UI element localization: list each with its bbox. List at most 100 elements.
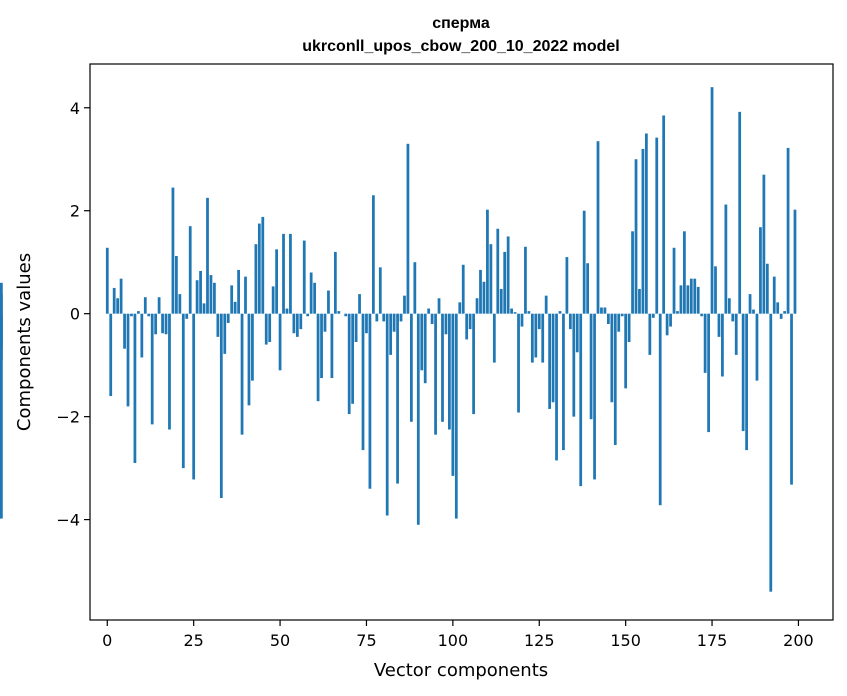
bar-76 xyxy=(368,313,372,489)
bar-169 xyxy=(689,278,693,314)
bar-25 xyxy=(192,313,196,480)
bar-24 xyxy=(188,226,192,314)
bar-109 xyxy=(482,281,486,314)
bar-67 xyxy=(337,311,341,314)
bar-125 xyxy=(537,313,541,330)
bar-147 xyxy=(613,313,617,445)
bar-91 xyxy=(420,313,424,371)
bar-167 xyxy=(683,231,686,314)
bar-3 xyxy=(116,298,120,314)
bar-63 xyxy=(323,313,327,332)
plot-frame xyxy=(89,63,834,621)
bar-139 xyxy=(586,263,590,314)
bar-102 xyxy=(458,302,462,314)
bar-58 xyxy=(306,313,310,317)
bar-116 xyxy=(506,236,510,314)
bar-48 xyxy=(271,286,275,314)
bar-110 xyxy=(486,209,489,314)
bar-66 xyxy=(333,251,337,314)
x-tick-label-125: 125 xyxy=(524,631,555,650)
bar-84 xyxy=(396,313,399,484)
bar-157 xyxy=(648,313,652,355)
bar-20 xyxy=(175,256,178,314)
bar-151 xyxy=(627,313,631,342)
bar-173 xyxy=(703,313,707,373)
bar-174 xyxy=(707,313,710,433)
bar-38 xyxy=(237,269,240,314)
bar-115 xyxy=(503,251,507,314)
bar-28 xyxy=(202,303,206,314)
bar-86 xyxy=(403,295,406,314)
bar-118 xyxy=(513,312,517,314)
bar-47 xyxy=(268,313,272,342)
bar-87 xyxy=(406,143,410,314)
bar-180 xyxy=(727,298,731,314)
bar-190 xyxy=(762,174,766,314)
bar-137 xyxy=(579,313,583,487)
bar-104 xyxy=(465,313,469,340)
bar-19 xyxy=(171,187,175,314)
bar-16 xyxy=(161,313,164,334)
y-axis-label: Components values xyxy=(14,253,35,431)
bar-50 xyxy=(278,313,282,371)
bar-131 xyxy=(558,311,562,314)
bar-141 xyxy=(593,313,596,480)
bar-79 xyxy=(378,267,382,314)
bar-21 xyxy=(178,294,182,314)
bar-49 xyxy=(275,249,278,314)
bar-108 xyxy=(479,269,482,314)
x-tick-label-50: 50 xyxy=(270,631,290,650)
bar-13 xyxy=(150,313,154,425)
bar-95 xyxy=(434,313,437,435)
x-tick-label-150: 150 xyxy=(610,631,641,650)
bar-74 xyxy=(361,313,365,451)
bar-92 xyxy=(423,313,427,384)
bar-149 xyxy=(620,313,624,317)
bar-12 xyxy=(147,313,151,317)
bar-132 xyxy=(562,313,565,451)
bar-53 xyxy=(289,233,292,314)
bar-197 xyxy=(786,147,790,314)
bar-69 xyxy=(344,313,348,317)
bar-198 xyxy=(790,313,793,485)
bar-130 xyxy=(555,313,558,461)
bar-0 xyxy=(105,247,109,314)
bar-188 xyxy=(755,313,759,381)
bar-126 xyxy=(541,313,545,363)
bar-121 xyxy=(524,246,527,314)
bar-148 xyxy=(617,313,621,332)
bar-117 xyxy=(510,308,513,314)
bar-15 xyxy=(157,297,161,314)
bar-9 xyxy=(137,311,140,314)
x-tick-label-200: 200 xyxy=(783,631,814,650)
bar-99 xyxy=(448,313,451,430)
bar-72 xyxy=(354,313,358,342)
bar-158 xyxy=(651,313,655,318)
bar-42 xyxy=(251,313,254,381)
bar-195 xyxy=(779,313,783,319)
bar-32 xyxy=(216,313,220,337)
y-tick-label-4: 4 xyxy=(70,99,80,118)
bar-182 xyxy=(734,313,738,355)
bar-77 xyxy=(371,195,375,314)
bar-146 xyxy=(610,313,614,403)
bar-171 xyxy=(696,286,700,314)
bar-112 xyxy=(492,313,496,363)
bar-22 xyxy=(181,313,185,469)
bar-150 xyxy=(624,313,628,389)
bar-39 xyxy=(240,313,244,435)
bar-96 xyxy=(437,298,441,314)
bar-181 xyxy=(731,313,735,322)
bar-178 xyxy=(721,313,724,377)
bar-185 xyxy=(745,313,748,451)
x-tick-label-100: 100 xyxy=(438,631,469,650)
bar-114 xyxy=(499,288,503,314)
bar-93 xyxy=(427,308,431,314)
bar-18 xyxy=(168,313,171,430)
x-tick-label-75: 75 xyxy=(356,631,376,650)
bar-81 xyxy=(385,313,389,516)
bar-51 xyxy=(282,233,285,314)
bar-46 xyxy=(264,313,268,345)
bar-119 xyxy=(517,313,520,413)
bar-75 xyxy=(365,313,368,334)
